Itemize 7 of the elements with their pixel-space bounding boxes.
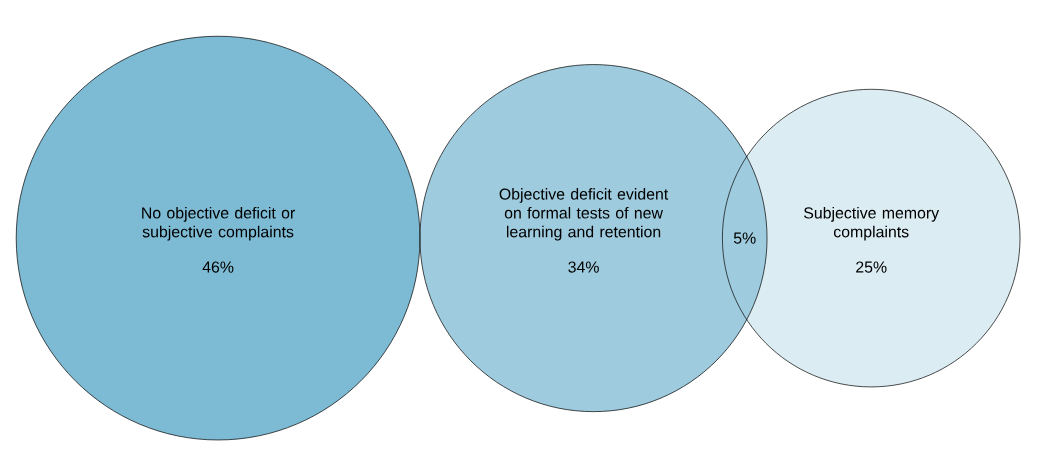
data-label: 25% [856,261,887,273]
category-label: No objective deficit or subjective complaints [142,206,295,241]
data-label: 46% [202,261,234,273]
category-label: Objective deficit evident on formal tests of new learning and retention [499,187,669,241]
data-label: 34% [568,261,599,273]
text: 5% [733,232,756,244]
category-label: Subjective memory complaints [804,206,940,241]
